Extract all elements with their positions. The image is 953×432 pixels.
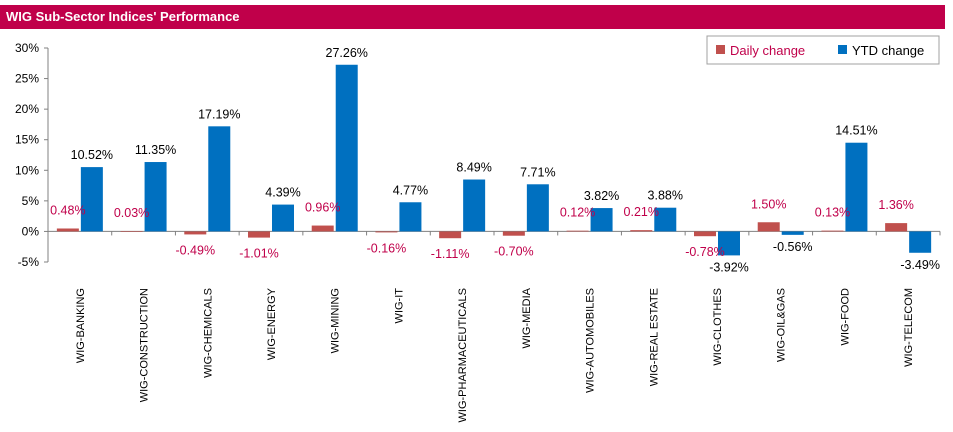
ytd-change-label: 10.52%	[71, 148, 113, 162]
daily-change-label: -1.11%	[431, 247, 470, 261]
daily-change-label: 1.50%	[751, 197, 786, 211]
daily-change-bar	[566, 230, 589, 232]
daily-change-label: -0.70%	[494, 245, 534, 259]
ytd-change-bar	[272, 204, 294, 232]
daily-change-label: 0.13%	[815, 206, 850, 220]
ytd-change-label: 14.51%	[835, 124, 877, 138]
category-label: WIG-FOOD	[839, 288, 851, 345]
category-label: WIG-MEDIA	[521, 287, 533, 348]
y-tick-label: 0%	[22, 224, 40, 238]
ytd-change-bar	[526, 184, 549, 232]
daily-change-label: -1.01%	[239, 247, 279, 261]
daily-change-bar	[375, 231, 398, 233]
data-labels: 0.48% 10.52% 0.03% 11.35% -0.49% 17.19% -1.01%…	[50, 46, 940, 275]
y-tick-label: 25%	[15, 72, 39, 86]
ytd-change-bar	[208, 126, 231, 232]
legend-swatch-daily	[716, 45, 725, 54]
ytd-change-bar	[781, 231, 804, 235]
daily-change-label: 0.03%	[114, 206, 149, 220]
ytd-change-bar	[335, 64, 358, 232]
daily-change-bar	[184, 231, 207, 235]
y-tick-label: -5%	[18, 255, 40, 269]
daily-change-label: -0.78%	[685, 245, 725, 259]
title-bar: WIG Sub-Sector Indices' Performance	[0, 5, 945, 29]
ytd-change-label: 27.26%	[326, 46, 368, 60]
ytd-change-label: 3.82%	[584, 189, 619, 203]
ytd-change-bar	[654, 207, 677, 232]
daily-change-bar	[311, 225, 334, 232]
legend-swatch-ytd	[838, 45, 847, 54]
category-label: WIG-OIL&GAS	[776, 288, 788, 362]
daily-change-bar	[248, 231, 270, 238]
category-label: WIG-ENERGY	[266, 287, 278, 360]
legend-box	[706, 35, 940, 65]
daily-change-bar	[439, 231, 462, 239]
daily-change-bar	[694, 231, 716, 237]
y-tick-label: 10%	[15, 163, 39, 177]
ytd-change-bar	[463, 179, 486, 232]
daily-change-bar	[502, 231, 525, 236]
daily-change-bar	[120, 231, 143, 232]
legend-label-daily: Daily change	[730, 43, 805, 58]
ytd-change-label: 17.19%	[198, 107, 240, 121]
ytd-change-label: 4.77%	[393, 183, 428, 197]
daily-change-label: 0.48%	[50, 203, 85, 217]
daily-change-bar	[757, 222, 780, 232]
ytd-change-bar	[144, 162, 167, 232]
category-labels: WIG-BANKING WIG-CONSTRUCTION WIG-CHEMICALS…	[75, 287, 915, 422]
category-label: WIG-CHEMICALS	[202, 288, 214, 378]
y-tick-label: 15%	[15, 133, 39, 147]
daily-change-label: -0.16%	[367, 241, 407, 255]
y-tick-label: 20%	[15, 102, 39, 116]
chart-title: WIG Sub-Sector Indices' Performance	[6, 9, 240, 24]
daily-change-bar	[821, 230, 844, 232]
category-label: WIG-TELECOM	[903, 288, 915, 367]
ytd-change-bar	[80, 167, 103, 232]
category-label: WIG-IT	[393, 288, 405, 324]
legend: Daily change YTD change	[706, 35, 940, 65]
category-label: WIG-PHARMACEUTICALS	[457, 288, 469, 422]
daily-change-label: -0.49%	[175, 243, 215, 257]
ytd-change-bar	[399, 202, 422, 232]
daily-change-label: 0.21%	[624, 205, 659, 219]
y-tick-label: 5%	[22, 194, 40, 208]
category-label: WIG-BANKING	[75, 288, 87, 363]
daily-change-bar	[56, 228, 79, 232]
ytd-change-bar	[590, 208, 613, 232]
ytd-change-bar	[718, 231, 740, 256]
category-label: WIG-AUTOMOBILES	[585, 288, 597, 393]
ytd-change-label: 8.49%	[456, 161, 491, 175]
daily-change-label: 1.36%	[878, 198, 913, 212]
daily-change-label: 0.12%	[560, 206, 595, 220]
ytd-change-label: 4.39%	[265, 186, 300, 200]
daily-change-bar	[630, 230, 653, 232]
category-label: WIG-CLOTHES	[712, 288, 724, 366]
ytd-change-label: -3.92%	[709, 260, 749, 274]
category-label: WIG-CONSTRUCTION	[139, 288, 151, 402]
category-label: WIG-REAL ESTATE	[648, 288, 660, 386]
category-label: WIG-MINING	[330, 288, 342, 353]
daily-change-bar	[885, 223, 908, 232]
ytd-change-label: 7.71%	[520, 165, 555, 179]
legend-label-ytd: YTD change	[852, 43, 924, 58]
daily-change-label: 0.96%	[305, 201, 340, 215]
y-tick-label: 30%	[15, 41, 39, 55]
ytd-change-label: 3.88%	[648, 189, 683, 203]
ytd-change-bar	[909, 231, 932, 253]
ytd-change-label: -3.49%	[900, 258, 940, 272]
ytd-change-label: 11.35%	[135, 143, 176, 157]
ytd-change-bar	[845, 142, 868, 232]
ytd-change-label: -0.56%	[773, 240, 813, 254]
bars	[56, 64, 932, 256]
